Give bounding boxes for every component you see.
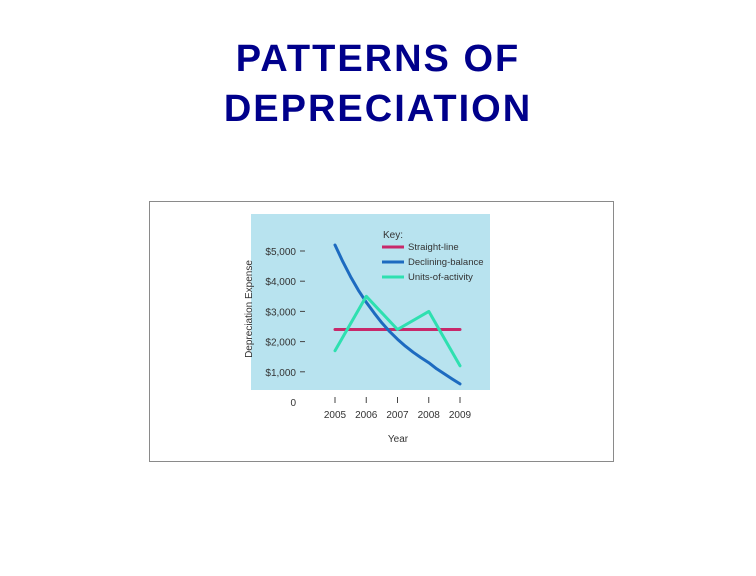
depreciation-chart: 0 $1,000 $2,000 $3,000 $4,000 $5,000 2005 2006 2… [244,214,490,445]
chart-frame: 0 $1,000 $2,000 $3,000 $4,000 $5,000 2005 2006 2… [149,201,614,462]
y-tick-label: $3,000 [265,307,296,318]
legend: Key: Straight-line Declining-balance Units-… [382,230,484,283]
series-lines [333,243,462,386]
title-line-2: DEPRECIATION [223,88,533,130]
series-line-units-of-activity [333,294,462,368]
x-axis-title: Year [388,434,409,445]
x-tick-label: 2008 [418,410,441,421]
series-line-declining-balance [333,243,462,386]
legend-entry: Units-of-activity [408,272,473,283]
x-tick-label: 2005 [324,410,347,421]
legend-entry: Declining-balance [408,257,484,268]
y-axis-title: Depreciation Expense [244,260,255,358]
y-tick-label: $1,000 [265,368,296,379]
legend-title: Key: [383,230,403,241]
title-line-1: PATTERNS OF [235,38,521,80]
y-tick-label: $5,000 [265,247,296,258]
y-tick-label: $4,000 [265,277,296,288]
x-tick-label: 2006 [355,410,378,421]
y-tick-label: 0 [290,398,296,409]
x-tick-label: 2007 [386,410,409,421]
axes: 0 $1,000 $2,000 $3,000 $4,000 $5,000 2005 2006 2… [244,247,472,445]
slide-title: PATTERNS OF DEPRECIATION [0,34,756,134]
x-tick-label: 2009 [449,410,472,421]
legend-entry: Straight-line [408,242,459,253]
y-tick-label: $2,000 [265,338,296,349]
